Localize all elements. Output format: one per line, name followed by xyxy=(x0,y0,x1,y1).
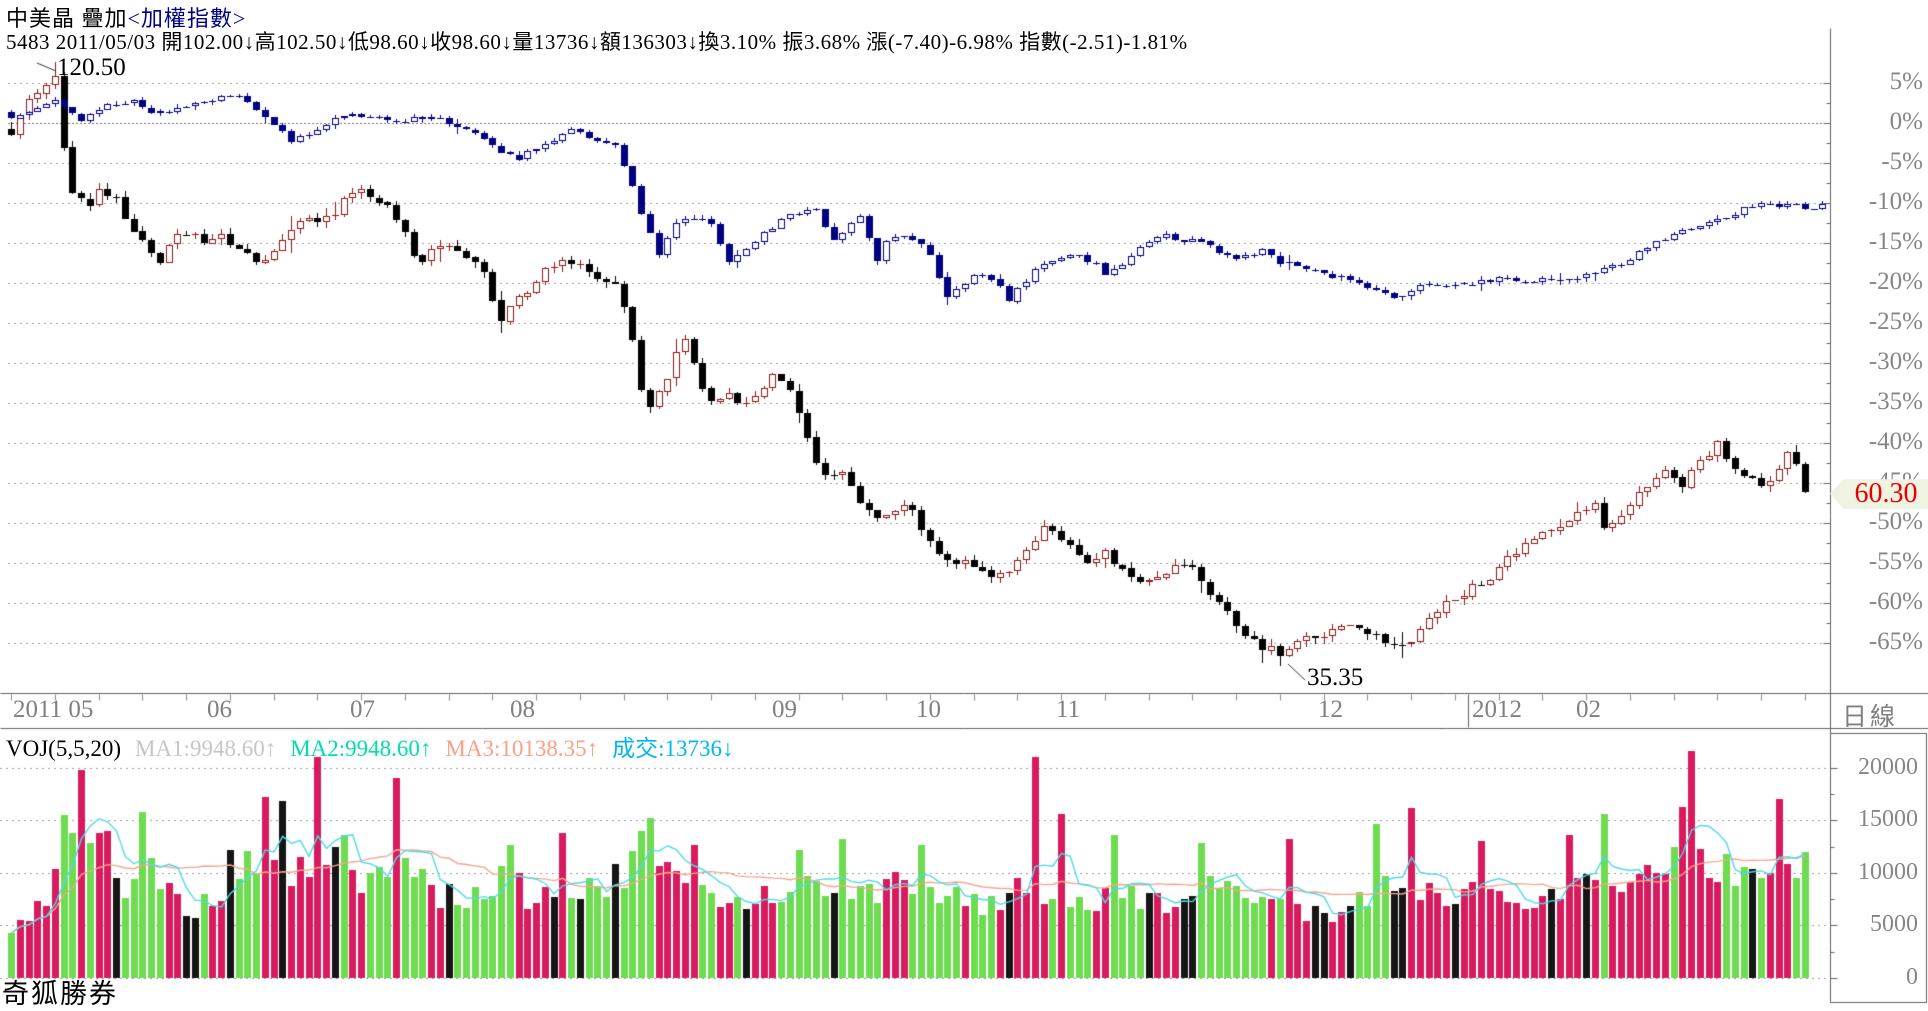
volume-header-segment: MA2:9948.60↑ xyxy=(290,736,432,761)
price-axis-label: -35% xyxy=(1868,388,1923,415)
volume-indicator-header: VOJ(5,5,20) MA1:9948.60↑ MA2:9948.60↑ MA3:1… xyxy=(6,729,748,763)
price-axis-label: -10% xyxy=(1868,188,1923,215)
overlay-index-title: <加權指數> xyxy=(127,6,247,31)
month-label: 09 xyxy=(772,696,797,723)
volume-header-segment: MA3:10138.35↑ xyxy=(445,736,599,761)
price-axis-label: -50% xyxy=(1868,508,1923,535)
price-axis-label: -40% xyxy=(1868,428,1923,455)
price-axis-label: -65% xyxy=(1868,628,1923,655)
period-high-price-label: 120.50 xyxy=(57,54,126,81)
month-label: 2012 xyxy=(1472,696,1522,723)
last-price-tag: 60.30 xyxy=(1830,478,1928,509)
price-axis-label: -30% xyxy=(1868,348,1923,375)
volume-header-segment: MA1:9948.60↑ xyxy=(135,736,277,761)
month-label: 12 xyxy=(1318,696,1343,723)
last-price-value: 60.30 xyxy=(1854,478,1918,509)
volume-axis-label: 15000 xyxy=(1858,806,1918,833)
period-low-price-label: 35.35 xyxy=(1307,664,1364,691)
price-axis-label: -20% xyxy=(1868,268,1923,295)
month-label: 02 xyxy=(1576,696,1601,723)
volume-axis-label: 0 xyxy=(1906,964,1918,990)
price-axis-label: -5% xyxy=(1881,148,1923,175)
volume-header-segment: 成交:13736↓ xyxy=(612,736,734,761)
volume-header-segment: VOJ(5,5,20) xyxy=(6,736,121,761)
month-label: 11 xyxy=(1056,696,1081,723)
price-axis-label: -15% xyxy=(1868,228,1923,255)
price-axis-label: -55% xyxy=(1868,548,1923,575)
stock-name-title: 中美晶 疊加 xyxy=(6,6,128,31)
window-title: 中美晶 疊加<加權指數> xyxy=(6,1,246,33)
price-axis-label: -60% xyxy=(1868,588,1923,615)
month-label: 06 xyxy=(207,696,232,723)
period-daily-label: 日線 xyxy=(1842,704,1899,731)
month-label: 2011 05 xyxy=(13,696,94,723)
month-label: 10 xyxy=(916,696,941,723)
price-axis-label: 0% xyxy=(1889,108,1923,135)
volume-axis-label: 10000 xyxy=(1858,858,1918,885)
month-label: 07 xyxy=(350,696,375,723)
month-label: 08 xyxy=(510,696,535,723)
volume-axis-label: 20000 xyxy=(1858,753,1918,780)
quote-info-line: 5483 2011/05/03 開102.00↓高102.50↓低98.60↓收… xyxy=(6,30,1188,54)
volume-axis-label: 5000 xyxy=(1870,911,1918,938)
price-axis-label: 5% xyxy=(1889,68,1923,95)
price-axis-label: -25% xyxy=(1868,308,1923,335)
app-watermark: 奇狐勝券 xyxy=(2,979,118,1009)
